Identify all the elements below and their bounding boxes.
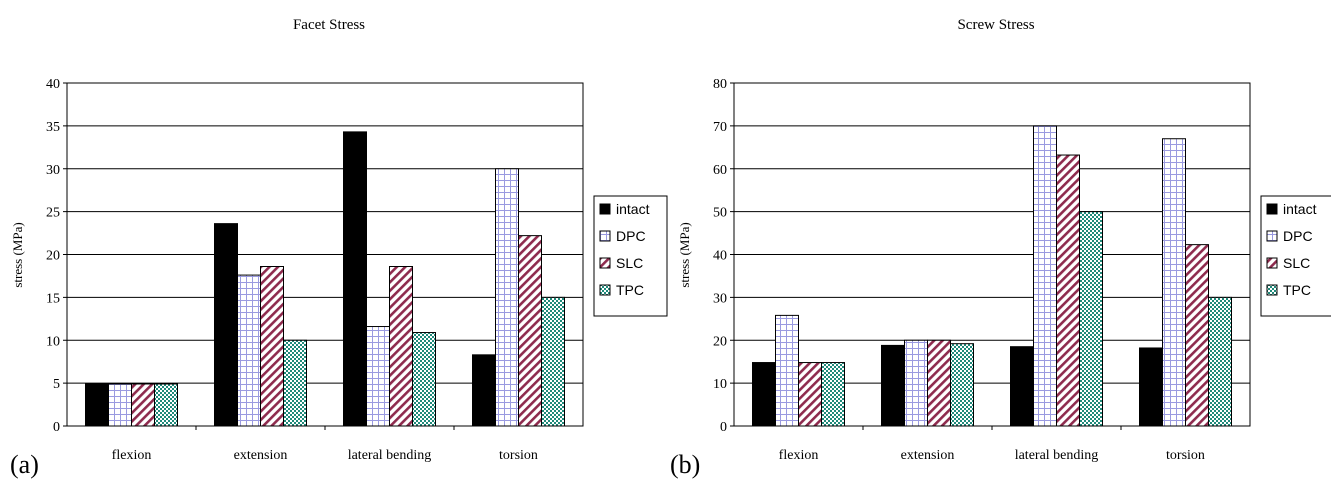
bar-tpc (283, 339, 307, 427)
y-axis-label: stress (MPa) (677, 222, 692, 287)
bar-slc (1185, 244, 1209, 427)
legend-swatch-slc (599, 257, 611, 269)
legend: intact DPC SLC TPC (1260, 195, 1331, 317)
bar-dpc (904, 339, 928, 427)
bar-slc (131, 383, 155, 427)
bar-tpc (412, 332, 436, 427)
y-tick-label: 25 (46, 206, 60, 221)
bar-dpc (237, 274, 261, 427)
legend-swatch-intact (1266, 203, 1278, 215)
legend: intact DPC SLC TPC (593, 195, 668, 317)
x-category-label: flexion (112, 448, 152, 463)
legend-swatch-slc (1266, 257, 1278, 269)
bar-slc (260, 266, 284, 427)
y-tick-label: 20 (713, 334, 727, 349)
legend-label: SLC (1283, 255, 1310, 271)
legend-label: TPC (616, 282, 644, 298)
x-category-label: extension (234, 448, 288, 463)
y-tick-label: 10 (46, 334, 60, 349)
bar-intact (214, 223, 238, 427)
legend-label: DPC (616, 228, 646, 244)
y-tick-label: 30 (46, 163, 60, 178)
y-tick-label: 40 (46, 77, 60, 92)
x-category-label: flexion (779, 448, 819, 463)
legend-label: intact (616, 201, 650, 217)
bar-tpc (1208, 296, 1232, 427)
plot-area: 0 10 20 30 40 50 60 70 80 flexion extension lateral… (713, 77, 1251, 463)
bar-slc (389, 266, 413, 427)
y-tick-label: 60 (713, 163, 727, 178)
bar-dpc (366, 326, 390, 427)
y-tick-label: 10 (713, 377, 727, 392)
bar-dpc (1162, 138, 1186, 427)
chart-title: Screw Stress (957, 17, 1034, 33)
screw-stress-chart: Screw Stress stress (MPa) (b) 0 10 20 30 40 5… (670, 17, 1331, 479)
legend-label: DPC (1283, 228, 1313, 244)
legend-swatch-dpc (599, 230, 611, 242)
legend-label: TPC (1283, 282, 1311, 298)
bar-intact (1139, 347, 1163, 427)
y-tick-label: 0 (53, 420, 60, 435)
legend-swatch-intact (599, 203, 611, 215)
facet-stress-chart: Facet Stress stress (MPa) (a) 0 5 10 15 20 25… (10, 17, 668, 479)
bar-slc (1056, 154, 1080, 427)
bar-slc (927, 339, 951, 427)
panel-label: (a) (10, 450, 39, 479)
bar-dpc (108, 383, 132, 427)
bar-dpc (495, 168, 519, 427)
bar-intact (472, 354, 496, 427)
bar-intact (343, 131, 367, 427)
bar-tpc (821, 362, 845, 427)
chart-title: Facet Stress (293, 17, 365, 33)
x-category-label: extension (901, 448, 955, 463)
bar-slc (798, 362, 822, 427)
legend-label: SLC (616, 255, 643, 271)
x-category-label: lateral bending (348, 448, 432, 463)
x-category-label: torsion (499, 448, 538, 463)
y-tick-label: 0 (720, 420, 727, 435)
legend-swatch-tpc (1266, 284, 1278, 296)
y-tick-label: 70 (713, 120, 727, 135)
bar-tpc (950, 343, 974, 427)
y-tick-label: 40 (713, 249, 727, 264)
bar-tpc (154, 383, 178, 427)
panel-label: (b) (670, 450, 700, 479)
y-tick-label: 20 (46, 249, 60, 264)
legend-label: intact (1283, 201, 1317, 217)
bar-tpc (541, 296, 565, 427)
x-category-label: lateral bending (1015, 448, 1099, 463)
y-tick-label: 50 (713, 206, 727, 221)
bar-intact (1010, 346, 1034, 427)
legend-box (1260, 195, 1331, 317)
bar-intact (881, 344, 905, 427)
legend-box (593, 195, 668, 317)
x-category-label: torsion (1166, 448, 1205, 463)
y-tick-label: 30 (713, 291, 727, 306)
bar-dpc (1033, 125, 1057, 427)
plot-area: 0 5 10 15 20 25 30 35 40 flexion extension lateral … (46, 77, 584, 463)
y-tick-label: 15 (46, 291, 60, 306)
bar-intact (85, 383, 109, 427)
y-axis-label: stress (MPa) (10, 222, 25, 287)
legend-swatch-tpc (599, 284, 611, 296)
y-tick-label: 35 (46, 120, 60, 135)
bar-intact (752, 362, 776, 427)
bar-dpc (775, 314, 799, 427)
legend-swatch-dpc (1266, 230, 1278, 242)
y-tick-label: 5 (53, 377, 60, 392)
bar-slc (518, 235, 542, 427)
bar-tpc (1079, 211, 1103, 427)
y-tick-label: 80 (713, 77, 727, 92)
